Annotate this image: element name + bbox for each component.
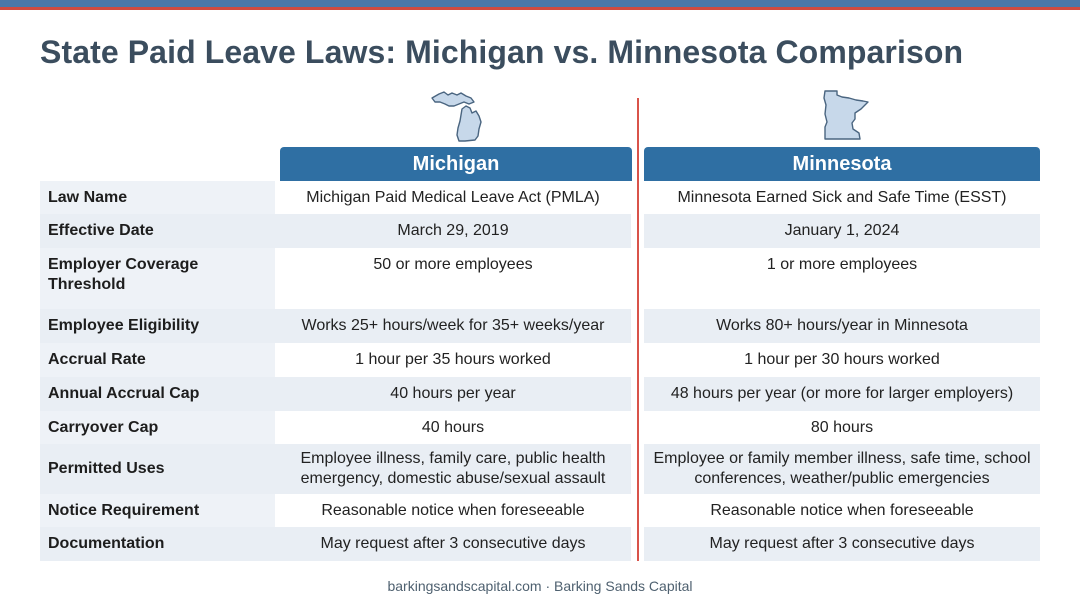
michigan-cell: 50 or more employees — [275, 248, 631, 309]
michigan-state-icon — [431, 91, 482, 142]
table-row: Carryover Cap 40 hours 80 hours — [40, 411, 1040, 444]
row-label: Employer Coverage Threshold — [40, 248, 275, 309]
table-row: Annual Accrual Cap 40 hours per year 48 … — [40, 377, 1040, 411]
table-row: Law Name Michigan Paid Medical Leave Act… — [40, 181, 1040, 214]
row-label: Employee Eligibility — [40, 309, 275, 343]
row-label: Law Name — [40, 181, 275, 214]
michigan-cell: 40 hours per year — [275, 377, 631, 411]
michigan-cell: 40 hours — [275, 411, 631, 444]
column-divider — [637, 98, 639, 561]
minnesota-state-icon — [823, 90, 869, 140]
row-label: Permitted Uses — [40, 444, 275, 494]
table-row: Effective Date March 29, 2019 January 1,… — [40, 214, 1040, 248]
minnesota-cell: Minnesota Earned Sick and Safe Time (ESS… — [644, 181, 1040, 214]
top-accent-bar — [0, 0, 1080, 7]
page-title: State Paid Leave Laws: Michigan vs. Minn… — [40, 34, 964, 70]
michigan-cell: May request after 3 consecutive days — [275, 527, 631, 561]
table-row: Employer Coverage Threshold 50 or more e… — [40, 248, 1040, 309]
table-row: Accrual Rate 1 hour per 35 hours worked … — [40, 343, 1040, 377]
column-header-michigan: Michigan — [280, 147, 632, 181]
minnesota-cell: 48 hours per year (or more for larger em… — [644, 377, 1040, 411]
table-row: Permitted Uses Employee illness, family … — [40, 444, 1040, 494]
minnesota-cell: Employee or family member illness, safe … — [644, 444, 1040, 494]
table-row: Notice Requirement Reasonable notice whe… — [40, 494, 1040, 527]
minnesota-cell: January 1, 2024 — [644, 214, 1040, 248]
michigan-cell: March 29, 2019 — [275, 214, 631, 248]
minnesota-cell: May request after 3 consecutive days — [644, 527, 1040, 561]
row-label: Carryover Cap — [40, 411, 275, 444]
minnesota-cell: 1 or more employees — [644, 248, 1040, 309]
minnesota-cell: Reasonable notice when foreseeable — [644, 494, 1040, 527]
michigan-cell: Employee illness, family care, public he… — [275, 444, 631, 494]
table-row: Documentation May request after 3 consec… — [40, 527, 1040, 561]
footer-attribution: barkingsandscapital.com · Barking Sands … — [387, 578, 693, 594]
column-header-minnesota: Minnesota — [644, 147, 1040, 181]
minnesota-cell: 1 hour per 30 hours worked — [644, 343, 1040, 377]
row-label: Effective Date — [40, 214, 275, 248]
top-accent-stripe — [0, 7, 1080, 10]
minnesota-cell: Works 80+ hours/year in Minnesota — [644, 309, 1040, 343]
michigan-cell: 1 hour per 35 hours worked — [275, 343, 631, 377]
minnesota-cell: 80 hours — [644, 411, 1040, 444]
row-label: Accrual Rate — [40, 343, 275, 377]
michigan-cell: Michigan Paid Medical Leave Act (PMLA) — [275, 181, 631, 214]
michigan-cell: Works 25+ hours/week for 35+ weeks/year — [275, 309, 631, 343]
row-label: Documentation — [40, 527, 275, 561]
row-label: Annual Accrual Cap — [40, 377, 275, 411]
table-row: Employee Eligibility Works 25+ hours/wee… — [40, 309, 1040, 343]
row-label: Notice Requirement — [40, 494, 275, 527]
michigan-cell: Reasonable notice when foreseeable — [275, 494, 631, 527]
